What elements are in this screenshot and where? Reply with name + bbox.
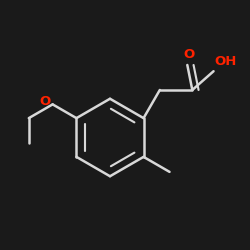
Text: OH: OH (215, 55, 237, 68)
Text: O: O (40, 95, 51, 108)
Text: O: O (184, 48, 195, 61)
